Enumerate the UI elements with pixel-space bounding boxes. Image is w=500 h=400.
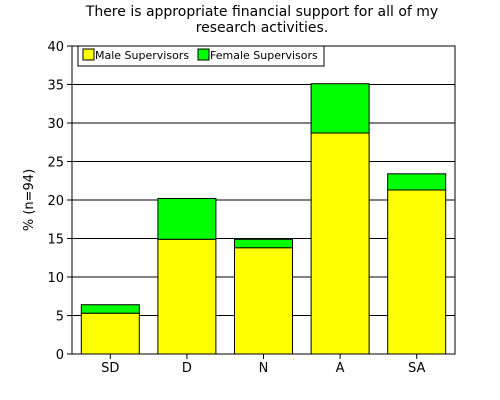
bar-male-sd xyxy=(80,312,140,355)
bar-male-a xyxy=(310,132,370,355)
y-tick-label: 15 xyxy=(47,233,64,248)
bar-female-d xyxy=(157,197,217,240)
bar-female-a xyxy=(310,83,370,134)
y-tick-label: 35 xyxy=(47,79,64,94)
y-tick-label: 5 xyxy=(56,310,64,325)
x-tick-label: SD xyxy=(101,361,119,376)
legend-label-male: Male Supervisors xyxy=(95,49,189,62)
gridlines xyxy=(72,84,455,316)
bar-male-sa xyxy=(387,189,447,355)
bar-female-sd xyxy=(80,304,140,314)
y-tick-label: 40 xyxy=(47,40,64,55)
legend-swatch-male xyxy=(82,48,95,61)
y-tick-label: 25 xyxy=(47,156,64,171)
y-axis-label: % (n=94) xyxy=(22,169,37,231)
bar-female-n xyxy=(234,238,293,249)
chart-title-line: research activities. xyxy=(196,20,329,36)
legend-label-female: Female Supervisors xyxy=(210,49,318,62)
y-tick-label: 20 xyxy=(47,194,64,209)
x-tick-label: A xyxy=(336,361,345,376)
y-tick-label: 10 xyxy=(47,271,64,286)
chart-title-line: There is appropriate financial support f… xyxy=(85,4,438,20)
legend: Male Supervisors Female Supervisors xyxy=(77,45,325,67)
bars xyxy=(80,83,447,355)
x-tick-label: SA xyxy=(408,361,425,376)
x-axis-ticks: SD D N A SA xyxy=(101,354,425,376)
bar-male-d xyxy=(157,238,217,355)
legend-swatch-female xyxy=(197,48,210,61)
y-tick-label: 30 xyxy=(47,117,64,132)
bar-male-n xyxy=(234,247,293,355)
x-tick-label: N xyxy=(259,361,269,376)
y-axis-ticks: 0 5 10 15 20 25 30 35 40 xyxy=(47,40,72,363)
bar-female-sa xyxy=(387,173,447,191)
chart-title: There is appropriate financial support f… xyxy=(85,4,438,36)
x-tick-label: D xyxy=(182,361,192,376)
y-tick-label: 0 xyxy=(56,348,64,363)
